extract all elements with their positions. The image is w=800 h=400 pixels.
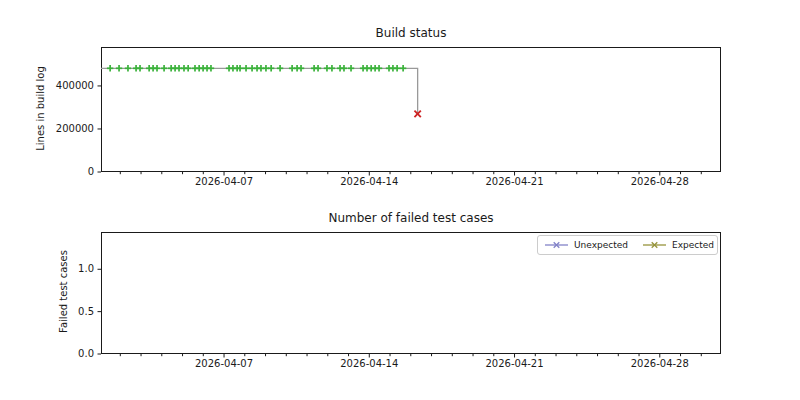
successful-build-marker — [341, 65, 347, 71]
successful-build-marker — [116, 65, 122, 71]
unexpected-marker-icon — [544, 240, 569, 250]
x-tick-label: 2026-04-07 — [195, 176, 253, 187]
successful-build-marker — [400, 65, 406, 71]
x-tick-label: 2026-04-28 — [631, 358, 689, 369]
legend: Unexpected Expected — [537, 235, 718, 255]
successful-build-marker — [315, 65, 321, 71]
successful-build-marker — [107, 65, 113, 71]
successful-build-marker — [161, 65, 167, 71]
expected-marker-icon — [642, 240, 667, 250]
successful-build-marker — [329, 65, 335, 71]
successful-build-marker — [137, 65, 143, 71]
x-tick-label: 2026-04-28 — [631, 176, 689, 187]
successful-build-marker — [185, 65, 191, 71]
legend-label-unexpected: Unexpected — [574, 240, 628, 250]
y-tick-label: 400000 — [56, 80, 94, 91]
x-tick-label: 2026-04-14 — [340, 176, 398, 187]
successful-build-marker — [154, 65, 160, 71]
successful-build-marker — [394, 65, 400, 71]
build-status-title: Build status — [101, 26, 721, 40]
successful-build-marker — [348, 65, 354, 71]
successful-build-marker — [277, 65, 283, 71]
y-tick-label: 1.0 — [78, 263, 94, 274]
y-tick-label: 0.0 — [78, 348, 94, 359]
y-tick-label: 200000 — [56, 123, 94, 134]
failed-tests-title: Number of failed test cases — [101, 211, 721, 225]
successful-build-marker — [208, 65, 214, 71]
successful-build-marker — [376, 65, 382, 71]
legend-item-expected: Expected — [642, 240, 714, 250]
legend-item-unexpected: Unexpected — [544, 240, 628, 250]
legend-label-expected: Expected — [672, 240, 714, 250]
build-dashboard-figure: Build status Lines in build log 0 200000… — [0, 0, 800, 400]
build-status-y-axis-label: Lines in build log — [35, 8, 46, 208]
build-status-plot-area — [101, 47, 721, 172]
x-tick-label: 2026-04-14 — [340, 358, 398, 369]
build-log-line — [101, 68, 418, 114]
failed-tests-y-axis-label: Failed test cases — [58, 192, 69, 392]
x-tick-label: 2026-04-21 — [485, 358, 543, 369]
x-tick-label: 2026-04-21 — [485, 176, 543, 187]
successful-build-marker — [125, 65, 131, 71]
y-tick-label: 0.5 — [78, 306, 94, 317]
successful-build-marker — [268, 65, 274, 71]
successful-build-marker — [243, 65, 249, 71]
x-tick-label: 2026-04-07 — [195, 358, 253, 369]
successful-build-marker — [298, 65, 304, 71]
y-tick-label: 0 — [88, 166, 94, 177]
